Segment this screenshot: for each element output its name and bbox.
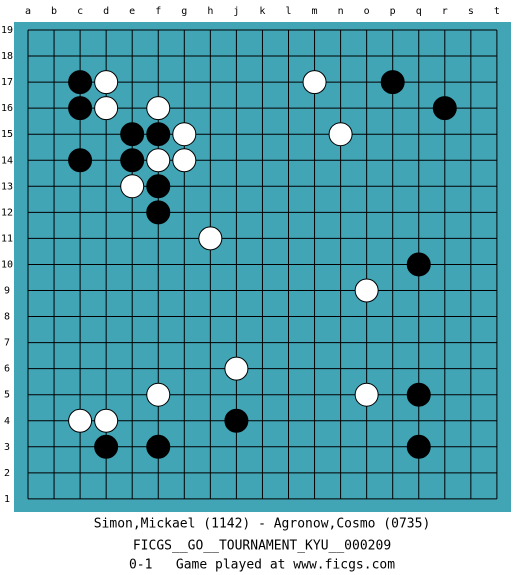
column-label: c: [77, 6, 83, 17]
row-label: 17: [1, 77, 13, 88]
row-label: 8: [4, 312, 10, 323]
result: 0-1 Game played at www.ficgs.com: [129, 558, 395, 573]
black-stone: [406, 252, 431, 277]
column-label: f: [155, 6, 161, 17]
column-label: t: [494, 6, 500, 17]
row-label: 7: [4, 338, 10, 349]
row-label: 16: [1, 103, 13, 114]
white-stone: [328, 122, 353, 147]
column-label: m: [312, 6, 318, 17]
white-stone: [146, 148, 171, 173]
column-label: b: [51, 6, 57, 17]
row-label: 19: [1, 25, 13, 36]
column-label: j: [233, 6, 239, 17]
white-stone: [68, 408, 93, 433]
white-stone: [94, 96, 119, 121]
column-label: k: [259, 6, 265, 17]
white-stone: [172, 148, 197, 173]
black-stone: [94, 434, 119, 459]
white-stone: [146, 96, 171, 121]
white-stone: [354, 382, 379, 407]
white-stone: [354, 278, 379, 303]
white-stone: [94, 408, 119, 433]
white-stone: [146, 382, 171, 407]
column-label: p: [390, 6, 396, 17]
column-label: q: [416, 6, 422, 17]
column-label: n: [338, 6, 344, 17]
black-stone: [68, 148, 93, 173]
white-stone: [302, 70, 327, 95]
column-label: d: [103, 6, 109, 17]
column-label: h: [207, 6, 213, 17]
row-label: 15: [1, 129, 13, 140]
row-label: 9: [4, 286, 10, 297]
row-label: 5: [4, 390, 10, 401]
black-stone: [406, 434, 431, 459]
black-stone: [146, 174, 171, 199]
black-stone: [224, 408, 249, 433]
row-label: 14: [1, 155, 13, 166]
column-label: a: [25, 6, 31, 17]
white-stone: [94, 70, 119, 95]
black-stone: [146, 434, 171, 459]
column-label: e: [129, 6, 135, 17]
row-label: 3: [4, 442, 10, 453]
black-stone: [120, 148, 145, 173]
row-label: 4: [4, 416, 10, 427]
column-label: g: [181, 6, 187, 17]
black-stone: [146, 122, 171, 147]
row-label: 18: [1, 51, 13, 62]
row-label: 10: [1, 259, 13, 270]
column-label: l: [285, 6, 291, 17]
black-stone: [120, 122, 145, 147]
column-label: o: [364, 6, 370, 17]
players: Simon,Mickael (1142) - Agronow,Cosmo (07…: [94, 517, 431, 532]
white-stone: [172, 122, 197, 147]
white-stone: [198, 226, 223, 251]
column-label: s: [468, 6, 474, 17]
row-label: 11: [1, 233, 13, 244]
black-stone: [68, 96, 93, 121]
black-stone: [380, 70, 405, 95]
row-label: 2: [4, 468, 10, 479]
tournament: FICGS__GO__TOURNAMENT_KYU__000209: [133, 539, 391, 554]
row-label: 12: [1, 207, 13, 218]
black-stone: [146, 200, 171, 225]
white-stone: [224, 356, 249, 381]
column-label: r: [442, 6, 448, 17]
black-stone: [406, 382, 431, 407]
row-label: 6: [4, 364, 10, 375]
row-label: 13: [1, 181, 13, 192]
black-stone: [68, 70, 93, 95]
row-label: 1: [4, 494, 10, 505]
white-stone: [120, 174, 145, 199]
black-stone: [432, 96, 457, 121]
